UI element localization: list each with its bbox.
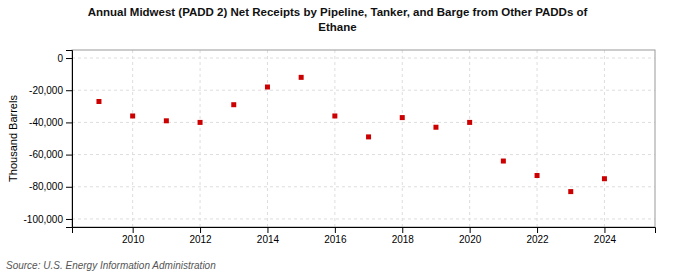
point	[602, 176, 607, 181]
x-tick-label: 2024	[594, 234, 617, 245]
x-tick: 2020	[459, 227, 482, 245]
point	[332, 113, 337, 118]
y-axis-line	[66, 51, 73, 228]
point	[467, 120, 472, 125]
y-tick-mark	[66, 219, 72, 220]
grid-line-y	[72, 154, 655, 155]
x-tick: 2024	[594, 227, 617, 245]
y-tick-label: -60,000	[29, 149, 63, 160]
point	[366, 134, 371, 139]
x-tick-label: 2016	[324, 234, 347, 245]
x-tick: 2022	[526, 227, 549, 245]
x-tick-mark	[267, 227, 268, 233]
y-tick: -60,000	[29, 149, 72, 160]
x-tick-mark	[537, 227, 538, 233]
y-tick: -20,000	[29, 85, 72, 96]
point	[96, 99, 101, 104]
points	[96, 75, 606, 194]
x-tick-mark	[133, 227, 134, 233]
x-tick-label: 2022	[526, 234, 549, 245]
point	[501, 159, 506, 164]
y-tick: 0	[57, 53, 72, 64]
y-tick-mark	[66, 187, 72, 188]
y-tick: -40,000	[29, 117, 72, 128]
x-tick: 2016	[324, 227, 347, 245]
grid-line-y	[72, 218, 655, 219]
y-tick: -100,000	[24, 214, 72, 225]
grid-line-y	[72, 58, 655, 59]
y-tick-label: -80,000	[29, 181, 63, 192]
x-tick: 2014	[257, 227, 280, 245]
plot: 2010 2012 2014 2016 2018 2020 2022 2024 0 -20,000…	[24, 50, 656, 245]
x-tick: 2018	[392, 227, 415, 245]
y-tick: -80,000	[29, 181, 72, 192]
source: Source: U.S. Energy Information Administ…	[6, 260, 216, 271]
grid-line-x	[267, 50, 268, 227]
y-tick-mark	[66, 58, 72, 59]
point	[130, 113, 135, 118]
grid-line-x	[604, 50, 605, 227]
title-line: Ethane	[318, 21, 356, 33]
x-tick-label: 2010	[122, 234, 145, 245]
y-tick-mark	[66, 122, 72, 123]
y-tick-mark	[66, 90, 72, 91]
x-tick-label: 2020	[459, 234, 482, 245]
y-tick-mark	[66, 155, 72, 156]
grid-line-y	[72, 90, 655, 91]
grid-line-y	[72, 186, 655, 187]
point	[299, 75, 304, 80]
point	[265, 85, 270, 90]
title-line: Annual Midwest (PADD 2) Net Receipts by …	[88, 6, 588, 18]
x-tick: 2012	[189, 227, 212, 245]
point	[535, 173, 540, 178]
y-tick-label: 0	[57, 53, 63, 64]
y-tick-label: -40,000	[29, 117, 63, 128]
title: Annual Midwest (PADD 2) Net Receipts by …	[88, 6, 588, 33]
grid-line-x	[402, 50, 403, 227]
point	[568, 189, 573, 194]
grid-line-x	[132, 50, 133, 227]
x-tick-label: 2018	[392, 234, 415, 245]
grid-line-x	[200, 50, 201, 227]
grid	[72, 50, 655, 227]
x-axis: 2010 2012 2014 2016 2018 2020 2022 2024	[73, 227, 656, 245]
point	[164, 118, 169, 123]
grid-line-x	[537, 50, 538, 227]
x-tick-mark	[335, 227, 336, 233]
x-tick-mark	[200, 227, 201, 233]
x-tick-label: 2012	[189, 234, 212, 245]
grid-line-y	[72, 122, 655, 123]
y-tick-label: -20,000	[29, 85, 63, 96]
x-tick-mark	[402, 227, 403, 233]
point	[231, 102, 236, 107]
plot-frame	[72, 50, 655, 227]
y-axis-title: Thousand Barrels	[7, 95, 19, 182]
grid-line-x	[334, 50, 335, 227]
y-axis: 0 -20,000 -40,000 -60,000 -80,000 -100,000	[24, 51, 73, 228]
x-tick-mark	[604, 227, 605, 233]
point	[198, 120, 203, 125]
x-tick: 2010	[122, 227, 145, 245]
grid-line-x	[469, 50, 470, 227]
x-tick-mark	[470, 227, 471, 233]
y-tick-label: -100,000	[24, 214, 64, 225]
point	[400, 115, 405, 120]
x-axis-line	[73, 228, 656, 234]
chart: 2010 2012 2014 2016 2018 2020 2022 2024 0 -20,000…	[0, 0, 675, 275]
x-tick-label: 2014	[257, 234, 280, 245]
point	[433, 125, 438, 130]
